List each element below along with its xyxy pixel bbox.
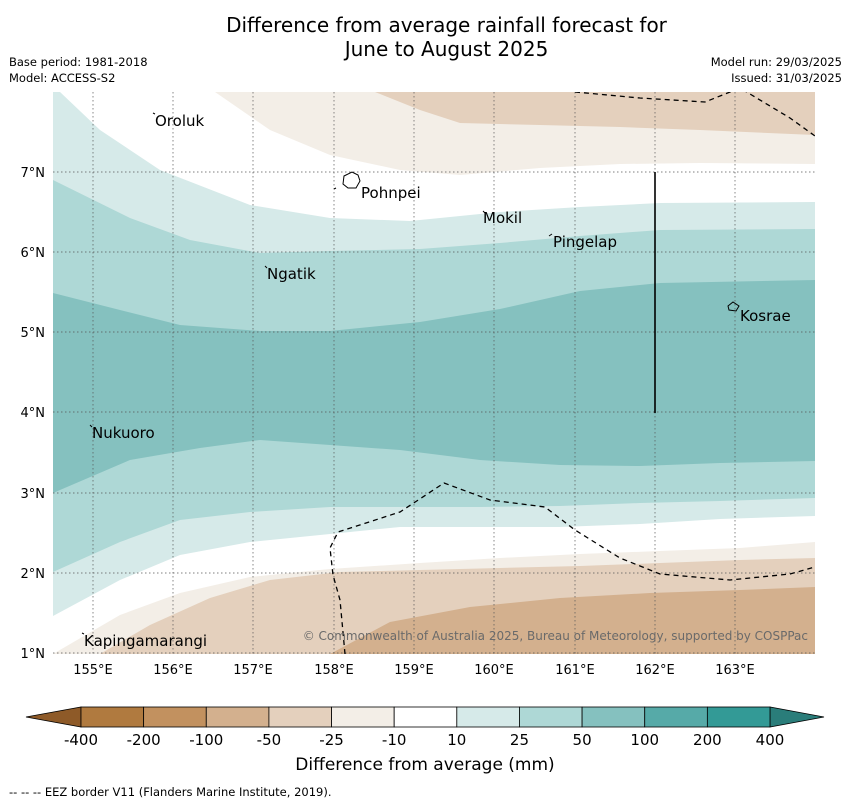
colorbar-swatch bbox=[581, 706, 646, 728]
lat-label: 4°N bbox=[21, 406, 46, 421]
colorbar-tick-label: -25 bbox=[319, 731, 344, 749]
place-mokil: Mokil bbox=[483, 209, 522, 227]
place-ngatik: Ngatik bbox=[267, 265, 316, 283]
lat-label: 1°N bbox=[21, 647, 46, 662]
lat-label: 3°N bbox=[21, 487, 46, 502]
rainfall-map: Oroluk Pohnpei Mokil Pingelap Ngatik Kos… bbox=[53, 92, 815, 654]
lat-axis-labels: 7°N 6°N 5°N 4°N 3°N 2°N 1°N bbox=[21, 166, 46, 662]
lat-label: 2°N bbox=[21, 567, 46, 582]
colorbar-tick-label: 50 bbox=[573, 731, 592, 749]
lon-label: 155°E bbox=[73, 663, 113, 678]
lon-label: 162°E bbox=[635, 663, 675, 678]
lat-label: 6°N bbox=[21, 246, 46, 261]
band-north-minus50 bbox=[375, 92, 815, 135]
colorbar-tick-label: 100 bbox=[630, 731, 659, 749]
colorbar-swatch bbox=[519, 706, 583, 728]
colorbar-tick-label: 200 bbox=[693, 731, 722, 749]
colorbar-swatch bbox=[393, 706, 458, 728]
place-kapingamarangi: Kapingamarangi bbox=[84, 632, 207, 650]
colorbar-tick-label: -200 bbox=[127, 731, 161, 749]
colorbar-swatch bbox=[456, 706, 520, 728]
colorbar-tick-label: 10 bbox=[447, 731, 466, 749]
island-outlines bbox=[81, 112, 740, 635]
place-kosrae: Kosrae bbox=[740, 307, 791, 325]
band-south-minus100 bbox=[330, 587, 815, 654]
place-labels: Oroluk Pohnpei Mokil Pingelap Ngatik Kos… bbox=[84, 112, 791, 650]
colorbar-swatch bbox=[205, 706, 270, 728]
colorbar-tick-label: -10 bbox=[382, 731, 407, 749]
colorbar-swatch bbox=[331, 706, 395, 728]
lon-label: 159°E bbox=[394, 663, 434, 678]
colorbar-tick-label: -400 bbox=[64, 731, 98, 749]
colorbar-tick-label: 25 bbox=[510, 731, 529, 749]
lon-label: 161°E bbox=[555, 663, 595, 678]
gridlines bbox=[53, 92, 815, 654]
model-run-text: Model run: 29/03/2025 bbox=[710, 55, 842, 69]
band-plus50 bbox=[53, 280, 815, 493]
place-pohnpei: Pohnpei bbox=[361, 184, 421, 202]
title-line-1: Difference from average rainfall forecas… bbox=[226, 13, 667, 37]
copyright-text: © Commonwealth of Australia 2025, Bureau… bbox=[303, 629, 808, 643]
eez-footer-note: -- -- -- EEZ border V11 (Flanders Marine… bbox=[9, 785, 332, 799]
colorbar-swatch bbox=[268, 706, 332, 728]
colorbar-tick-label: 400 bbox=[756, 731, 785, 749]
issued-text: Issued: 31/03/2025 bbox=[731, 71, 842, 85]
colorbar-label: Difference from average (mm) bbox=[295, 755, 555, 775]
colorbar-under-arrow bbox=[25, 706, 82, 728]
colorbar-over-arrow bbox=[769, 706, 825, 728]
lat-label: 5°N bbox=[21, 326, 46, 341]
colorbar-tick-label: -50 bbox=[257, 731, 282, 749]
colorbar-swatch bbox=[644, 706, 708, 728]
lon-label: 163°E bbox=[715, 663, 755, 678]
lon-label: 157°E bbox=[233, 663, 273, 678]
place-oroluk: Oroluk bbox=[155, 112, 204, 130]
map-title: Difference from average rainfall forecas… bbox=[0, 13, 850, 61]
lon-axis-labels: 155°E 156°E 157°E 158°E 159°E 160°E 161°… bbox=[73, 663, 755, 678]
pohnpei-island-icon bbox=[342, 171, 361, 189]
colorbar-swatch bbox=[80, 706, 145, 728]
meta-right: Model run: 29/03/2025 Issued: 31/03/2025 bbox=[711, 54, 842, 86]
colorbar: -400 -200 -100 -50 -25 -10 10 25 50 100 200 400 bbox=[25, 706, 825, 749]
colorbar-tick-label: -100 bbox=[189, 731, 223, 749]
place-nukuoro: Nukuoro bbox=[92, 424, 155, 442]
title-line-2: June to August 2025 bbox=[344, 37, 549, 61]
lon-label: 156°E bbox=[153, 663, 193, 678]
base-period-text: Base period: 1981-2018 bbox=[9, 55, 148, 69]
model-text: Model: ACCESS-S2 bbox=[9, 71, 116, 85]
lon-label: 160°E bbox=[474, 663, 514, 678]
lon-label: 158°E bbox=[314, 663, 354, 678]
meta-left: Base period: 1981-2018 Model: ACCESS-S2 bbox=[9, 54, 148, 86]
colorbar-swatch bbox=[706, 706, 771, 728]
eez-border bbox=[329, 92, 815, 654]
place-pingelap: Pingelap bbox=[553, 233, 617, 251]
lat-label: 7°N bbox=[21, 166, 46, 181]
kosrae-island-icon bbox=[727, 301, 740, 312]
colorbar-swatch bbox=[143, 706, 207, 728]
